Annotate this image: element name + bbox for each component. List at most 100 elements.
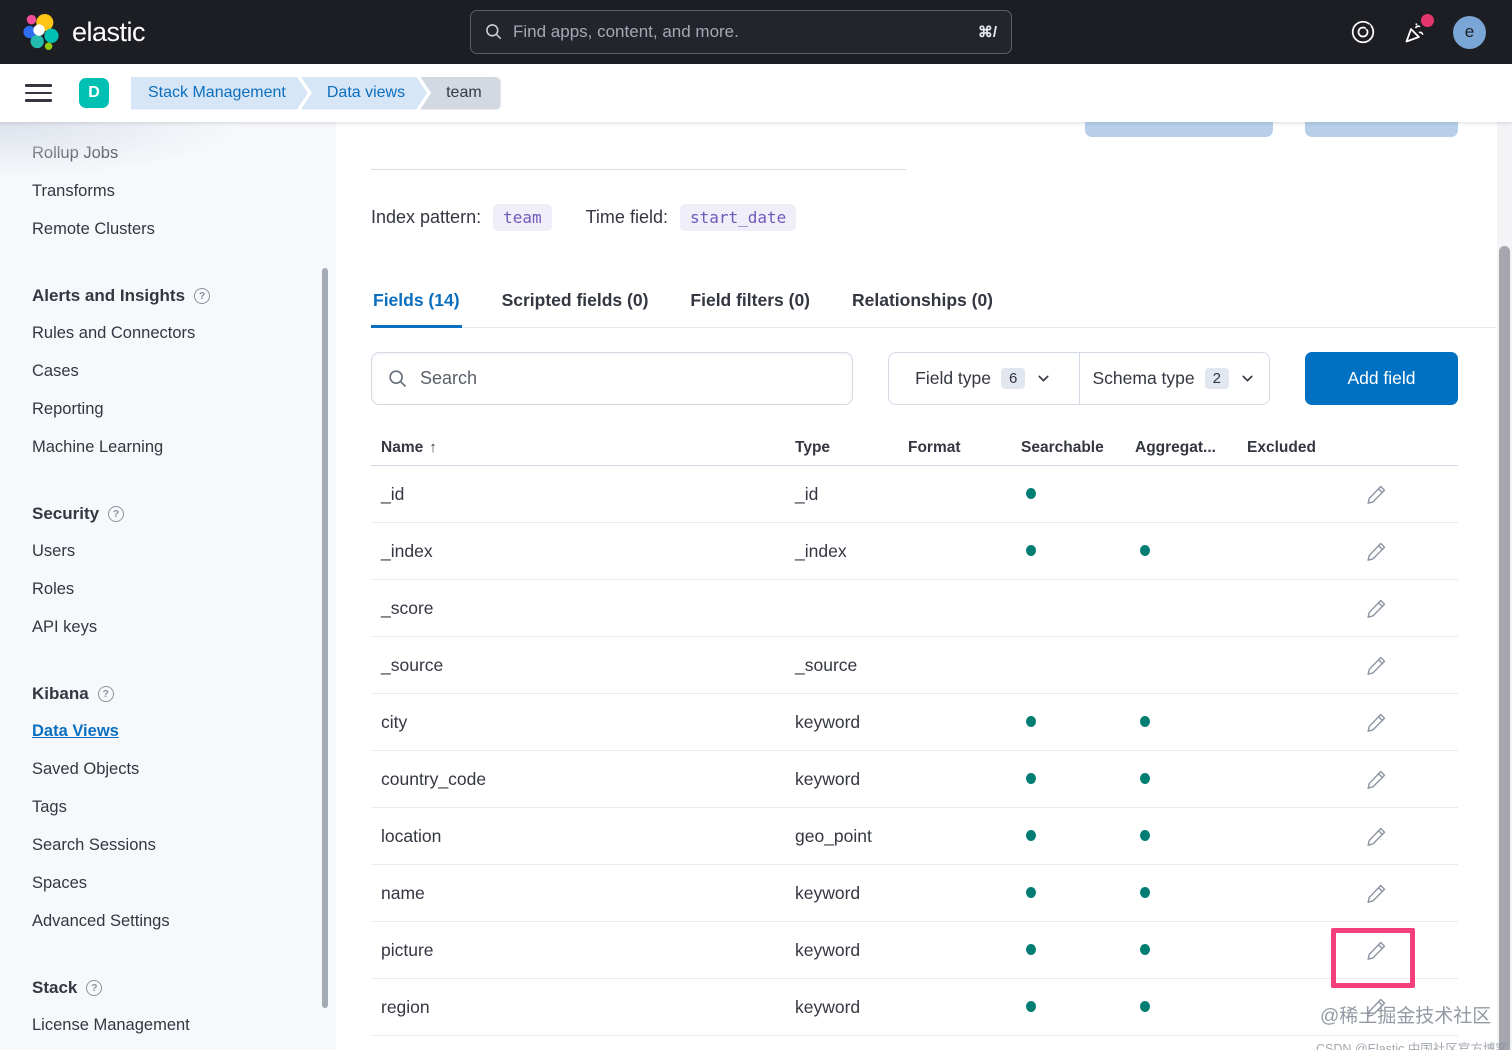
sidebar-item-license-management[interactable]: License Management: [32, 1016, 190, 1034]
edit-field-button[interactable]: [1365, 655, 1387, 677]
sidebar-item-transforms[interactable]: Transforms: [32, 182, 115, 200]
tab-fields-14[interactable]: Fields (14): [371, 280, 462, 328]
sidebar-item-rollup-jobs[interactable]: Rollup Jobs: [32, 144, 119, 162]
search-icon: [389, 369, 407, 387]
actions-cell: [1326, 979, 1458, 1036]
aggregatable-cell: [1124, 999, 1236, 1017]
edit-pencil-icon: [1366, 485, 1385, 504]
sidebar-item-api-keys[interactable]: API keys: [32, 618, 98, 636]
field-search-input[interactable]: Search: [371, 352, 853, 405]
cutoff-action-button-1[interactable]: [1085, 122, 1273, 137]
edit-field-button[interactable]: [1365, 940, 1387, 962]
tab-scripted-fields-0[interactable]: Scripted fields (0): [501, 290, 649, 310]
sidebar-scrollbar[interactable]: [322, 268, 328, 1008]
edit-field-button[interactable]: [1365, 712, 1387, 734]
field-type: _id: [795, 484, 819, 504]
sidebar-item-spaces[interactable]: Spaces: [32, 874, 88, 892]
sidebar-item-tags[interactable]: Tags: [32, 798, 67, 816]
searchable-dot: [1026, 829, 1036, 841]
edit-field-button[interactable]: [1365, 997, 1387, 1019]
sidebar-section-alerts-and-insights: Alerts and Insights?: [32, 278, 316, 314]
sidebar-item-reporting[interactable]: Reporting: [32, 400, 104, 418]
field-type: geo_point: [795, 826, 872, 846]
searchable-cell: [1010, 714, 1124, 732]
dataview-meta: Index pattern: team Time field: start_da…: [371, 204, 797, 231]
tab-relationships-0[interactable]: Relationships (0): [852, 290, 994, 310]
help-button[interactable]: [1349, 18, 1377, 46]
field-name: name: [381, 883, 425, 903]
index-pattern-value: team: [493, 204, 552, 231]
edit-field-button[interactable]: [1365, 541, 1387, 563]
table-row-score: _score: [371, 580, 1458, 637]
edit-field-button[interactable]: [1365, 826, 1387, 848]
space-badge[interactable]: D: [79, 78, 109, 108]
column-header-excluded[interactable]: Excluded: [1247, 438, 1316, 456]
cutoff-action-button-2[interactable]: [1305, 122, 1458, 137]
page-scrollbar-thumb[interactable]: [1499, 246, 1510, 1050]
aggregatable-cell: [1124, 714, 1236, 732]
menu-toggle-button[interactable]: [25, 84, 52, 102]
table-row-index: _index _index: [371, 523, 1458, 580]
actions-cell: [1326, 580, 1458, 637]
column-header-aggregatable[interactable]: Aggregat...: [1135, 438, 1216, 456]
page-scrollbar-track[interactable]: [1497, 122, 1512, 1050]
searchable-cell: [1010, 543, 1124, 561]
column-header-type[interactable]: Type: [795, 438, 831, 456]
fields-table: Name ↑ Type Format Searchable Aggregat..…: [371, 430, 1458, 1036]
help-circle-icon: ?: [194, 288, 211, 304]
sidebar-section-stack: Stack?: [32, 970, 316, 1006]
sidebar-item-search-sessions[interactable]: Search Sessions: [32, 836, 156, 854]
elastic-logo-icon: [23, 13, 59, 51]
edit-field-button[interactable]: [1365, 598, 1387, 620]
sidebar-item-rules-and-connectors[interactable]: Rules and Connectors: [32, 324, 196, 342]
edit-field-button[interactable]: [1365, 883, 1387, 905]
actions-cell: [1326, 694, 1458, 751]
filter-schema-type[interactable]: Schema type 2: [1078, 353, 1270, 404]
sidebar-item-machine-learning[interactable]: Machine Learning: [32, 438, 164, 456]
aggregatable-cell: [1124, 828, 1236, 846]
add-field-button[interactable]: Add field: [1305, 352, 1458, 405]
newsfeed-button[interactable]: [1401, 14, 1434, 46]
column-header-searchable[interactable]: Searchable: [1021, 438, 1104, 456]
watermark-line2: CSDN @Elastic 中国社区官方博客: [1316, 1042, 1508, 1050]
sidebar-item-data-views[interactable]: Data Views: [32, 722, 119, 740]
filter-group: Field type 6 Schema type 2: [888, 352, 1270, 405]
breadcrumb-data-views[interactable]: Data views: [301, 77, 427, 110]
sidebar-item-cases[interactable]: Cases: [32, 362, 79, 380]
user-avatar[interactable]: e: [1453, 15, 1486, 49]
sidebar-section-security: Security?: [32, 496, 316, 532]
column-header-name[interactable]: Name ↑: [381, 438, 437, 457]
sidebar-nav: Rollup Jobs Transforms Remote Clusters Aler…: [0, 122, 336, 1044]
tab-field-filters-0[interactable]: Field filters (0): [690, 290, 811, 310]
edit-field-button[interactable]: [1365, 484, 1387, 506]
actions-cell: [1326, 922, 1458, 988]
edit-pencil-icon: [1366, 884, 1385, 903]
edit-field-button[interactable]: [1365, 769, 1387, 791]
table-row-source: _source _source: [371, 637, 1458, 694]
sidebar-item-advanced-settings[interactable]: Advanced Settings: [32, 912, 170, 930]
brand-wordmark: elastic: [72, 16, 146, 47]
edit-pencil-icon: [1366, 542, 1385, 561]
actions-cell: [1326, 466, 1458, 523]
searchable-cell: [1010, 999, 1124, 1017]
avatar-letter: e: [1464, 22, 1475, 41]
column-header-format[interactable]: Format: [908, 438, 961, 456]
actions-cell: [1326, 751, 1458, 808]
filter-field-type[interactable]: Field type 6: [889, 353, 1079, 404]
table-row-city: city keyword: [371, 694, 1458, 751]
field-controls: Search Field type 6 Schema type 2 Add field: [371, 352, 1493, 405]
sidebar-item-saved-objects[interactable]: Saved Objects: [32, 760, 140, 778]
sidebar-section-label: Kibana: [32, 684, 89, 703]
tab-bar: Fields (14) Scripted fields (0) Field filt…: [371, 280, 1496, 328]
breadcrumb-stack-management[interactable]: Stack Management: [131, 77, 308, 110]
elastic-logo[interactable]: elastic: [22, 13, 146, 51]
edit-pencil-icon: [1366, 941, 1385, 960]
aggregatable-cell: [1124, 885, 1236, 903]
aggregatable-cell: [1124, 942, 1236, 960]
global-search-input[interactable]: Find apps, content, and more. ⌘/: [470, 10, 1012, 54]
sidebar-item-remote-clusters[interactable]: Remote Clusters: [32, 220, 155, 238]
edit-pencil-icon: [1366, 770, 1385, 789]
sidebar-item-roles[interactable]: Roles: [32, 580, 75, 598]
searchable-dot: [1026, 487, 1036, 499]
sidebar-item-users[interactable]: Users: [32, 542, 76, 560]
